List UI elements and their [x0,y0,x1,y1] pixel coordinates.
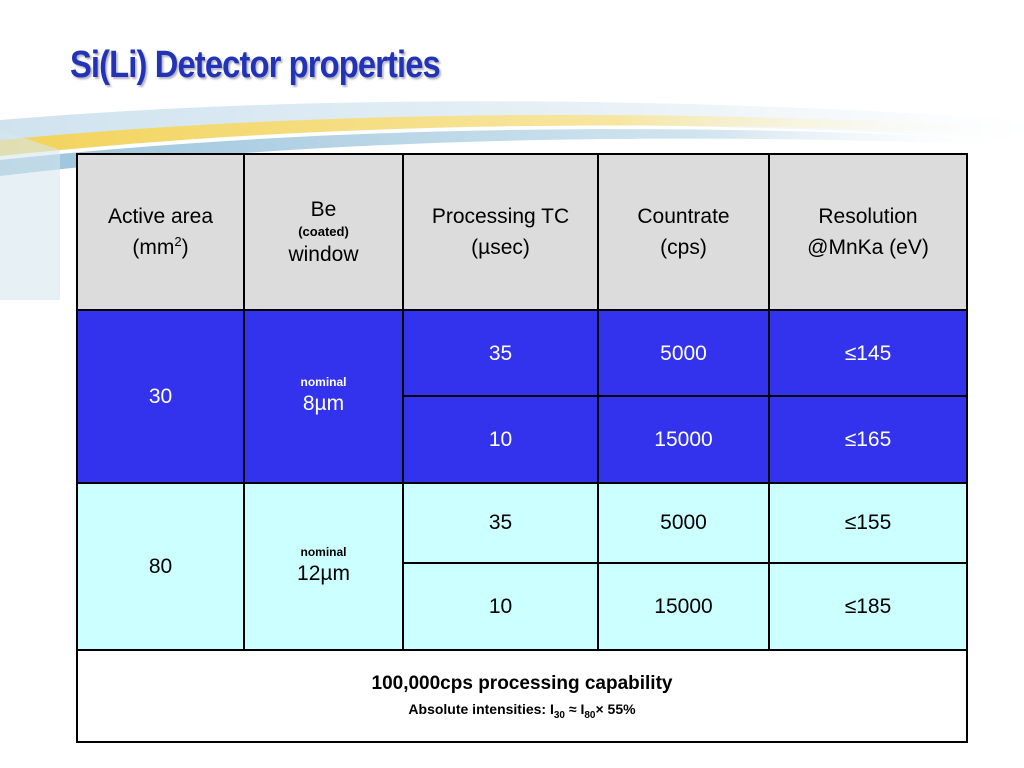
window-nominal-label: nominal [300,375,347,390]
table-header-row: Active area (mm2) Be (coated) window Pro… [76,153,968,311]
resolution-cell: ≤185 [768,562,968,651]
processing-tc-cell: 35 [402,308,599,398]
header-be-window-coated: (coated) [298,223,349,239]
countrate-cell: 15000 [597,562,770,651]
active-area-cell: 80 [76,481,245,651]
header-active-area-line1: Active area [107,204,214,228]
table-row: 10 15000 ≤165 [77,395,968,484]
page-title: Si(Li) Detector properties [70,44,441,86]
processing-tc-cell: 35 [402,481,599,565]
processing-tc-cell: 10 [402,562,599,651]
header-be-window-line3: window [288,242,359,266]
window-thickness: 8µm [302,392,345,416]
header-countrate-line1: Countrate [637,204,730,228]
resolution-cell: ≤145 [768,308,968,398]
window-cell: nominal 12µm [243,481,404,651]
header-active-area-unit-sup: 2 [174,233,182,249]
header-active-area-unit-pre: (mm [132,235,175,259]
footer-sub-prefix: Absolute intensities: I [408,700,554,717]
footer-sub-suffix: × 55% [595,700,636,717]
window-cell: nominal 8µm [243,308,404,484]
countrate-cell: 15000 [597,395,770,484]
footer-note-cell: 100,000cps processing capability Absolut… [76,648,968,743]
background-swoosh [0,101,1024,300]
header-resolution: Resolution @MnKa (eV) [768,153,968,311]
header-resolution-line2: @MnKa (eV) [807,235,929,259]
active-area-cell: 30 [76,308,245,484]
detector-properties-table: Active area (mm2) Be (coated) window Pro… [76,153,968,743]
footer-intensity-note: Absolute intensities: I30 ≈ I80× 55% [78,697,966,721]
table-footer-row: 100,000cps processing capability Absolut… [76,648,968,743]
footer-sub-a: 30 [553,709,565,721]
footer-sub-b: 80 [584,709,596,721]
header-active-area: Active area (mm2) [76,153,245,311]
header-active-area-unit-post: ) [181,235,189,259]
table-row: 30 nominal 8µm 35 5000 ≤145 [76,308,968,484]
header-resolution-line1: Resolution [818,204,918,228]
table-row: 10 15000 ≤185 [77,562,968,651]
table-row: 80 nominal 12µm 35 5000 ≤155 [76,481,968,651]
footer-main-note: 100,000cps processing capability [371,672,673,694]
header-be-window: Be (coated) window [243,153,404,311]
processing-tc-cell: 10 [402,395,599,484]
header-processing-tc-line1: Processing TC [431,204,570,228]
countrate-cell: 5000 [597,481,770,565]
header-processing-tc: Processing TC (µsec) [402,153,599,311]
header-active-area-unit: (mm2) [132,233,189,259]
header-processing-tc-line2: (µsec) [471,235,530,259]
footer-sub-mid: ≈ I [565,700,585,717]
header-countrate-line2: (cps) [660,235,707,259]
header-countrate: Countrate (cps) [597,153,770,311]
resolution-cell: ≤165 [768,395,968,484]
header-be-window-line1: Be [310,197,337,221]
window-nominal-label: nominal [300,545,347,560]
resolution-cell: ≤155 [768,481,968,565]
countrate-cell: 5000 [597,308,770,398]
window-thickness: 12µm [297,562,350,586]
